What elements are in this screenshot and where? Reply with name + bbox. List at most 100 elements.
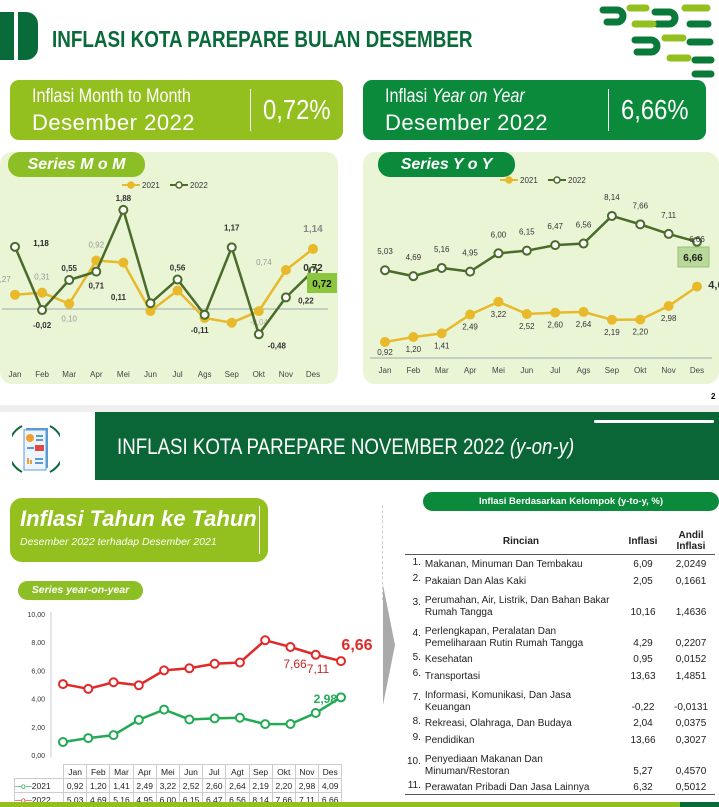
data-label: 0,31 <box>34 273 50 282</box>
group-andil: 1,4851 <box>675 670 707 682</box>
legend-label: 2021 <box>520 176 538 185</box>
callout-des-2022: 6,66 <box>341 637 372 654</box>
data-point-2022 <box>550 240 561 251</box>
data-point-2021 <box>436 328 447 339</box>
data-point-2022 <box>606 210 617 221</box>
group-name: Perlengkapan, Peralatan Dan Pemeliharaan… <box>424 625 584 649</box>
data-point-2021 <box>226 317 237 328</box>
data-label: 6,47 <box>547 222 563 231</box>
page-title: INFLASI KOTA PAREPARE BULAN DESEMBER <box>52 26 473 52</box>
group-name: Penyediaan Makanan Dan Minuman/Restoran <box>424 753 543 777</box>
legend-label: 2021 <box>142 181 160 190</box>
page-number: 2 <box>711 392 716 401</box>
group-name: Informasi, Komunikasi, Dan Jasa Keuangan <box>424 689 572 713</box>
table-row: 6. Transportasi 13,63 1,4851 <box>405 666 715 683</box>
group-inflasi: 2,05 <box>633 575 653 587</box>
data-point-2022 <box>521 245 532 256</box>
group-andil: 0,0152 <box>675 654 707 665</box>
group-inflasi: 5,27 <box>633 765 653 777</box>
data-point-2022 <box>578 238 589 249</box>
group-name: Perumahan, Air, Listrik, Dan Bahan Bakar… <box>424 594 610 618</box>
data-point-2021 <box>118 257 129 268</box>
group-name: Perawatan Pribadi Dan Jasa Lainnya <box>422 777 619 795</box>
group-andil: 0,3027 <box>675 734 707 746</box>
y-tick-label: 2,00 <box>31 725 45 732</box>
data-label: 1,20 <box>406 345 422 354</box>
x-tick-label: Apr <box>90 370 103 379</box>
data-point-2022 <box>83 683 94 694</box>
y-tick-label: 6,00 <box>31 668 45 675</box>
data-point-2021 <box>145 306 156 317</box>
data-label: 1,17 <box>224 223 240 232</box>
data-point-2022 <box>133 680 144 691</box>
data-point-2022 <box>280 292 291 303</box>
data-label: 1,18 <box>33 239 49 248</box>
data-label: 0,55 <box>61 264 77 273</box>
data-point-2021 <box>83 733 94 744</box>
data-point-2022 <box>336 656 346 667</box>
data-label: 4,09 <box>708 280 719 292</box>
group-inflasi: 10,16 <box>630 606 656 618</box>
x-tick-label: Nov <box>662 366 676 375</box>
highlight-value-mom: 0,72 <box>312 279 332 290</box>
data-label: -0,48 <box>268 341 287 350</box>
data-label: 0,11 <box>111 293 127 302</box>
x-tick-label: Okt <box>634 366 647 375</box>
data-label: 0,56 <box>170 263 186 272</box>
data-point-2022 <box>380 265 390 276</box>
data-label: 1,14 <box>303 224 323 235</box>
section-header: INFLASI KOTA PAREPARE NOVEMBER 2022 (y-o… <box>95 412 719 480</box>
mom-chart-title: Series M o M <box>8 152 145 177</box>
data-label: 1,88 <box>116 194 132 203</box>
data-point-2021 <box>64 298 75 309</box>
yoy-value: 6,66% <box>621 94 689 125</box>
data-label: 6,15 <box>519 228 535 237</box>
x-tick-label: Okt <box>253 370 266 379</box>
data-label: 2,60 <box>547 321 563 330</box>
x-tick-label: Sep <box>225 370 240 379</box>
group-name: Pendidikan <box>424 734 475 746</box>
data-label: -0,02 <box>33 321 52 330</box>
data-label: 2,52 <box>519 322 535 331</box>
annual-title: Inflasi Tahun ke Tahun <box>20 506 257 531</box>
mtm-label: Inflasi Month to Month <box>32 86 191 107</box>
x-tick-label: Mei <box>492 366 505 375</box>
legend-marker <box>553 176 561 184</box>
data-point-2021 <box>578 306 589 317</box>
data-point-2021 <box>606 314 617 325</box>
data-point-2021 <box>635 314 646 325</box>
data-point-2022 <box>108 677 119 688</box>
group-andil: -0,0131 <box>674 701 708 713</box>
x-tick-label: Mei <box>117 370 130 379</box>
arrow-right-icon <box>383 585 395 705</box>
data-label: 7,11 <box>661 211 677 220</box>
group-name: Pakaian Dan Alas Kaki <box>424 575 527 587</box>
data-label: 0,92 <box>88 241 104 250</box>
yoy-series-title: Series year-on-year <box>18 581 143 600</box>
group-andil: 0,4570 <box>675 765 707 777</box>
group-inflasi: 13,63 <box>630 670 656 682</box>
data-point-2022 <box>310 649 321 660</box>
data-point-2021 <box>380 336 390 347</box>
data-label: 2,19 <box>604 328 620 337</box>
group-inflasi: 2,04 <box>633 718 653 729</box>
data-point-2021 <box>58 737 68 748</box>
group-name: Rekreasi, Olahraga, Dan Budaya <box>424 718 572 729</box>
yoy-chart-title: Series Y o Y <box>378 152 515 177</box>
data-label: 7,66 <box>632 201 648 210</box>
data-point-2022 <box>91 266 102 277</box>
data-point-2022 <box>465 266 476 277</box>
group-andil: 1,4636 <box>675 606 707 618</box>
data-point-2022 <box>64 275 75 286</box>
data-point-2021 <box>336 692 346 703</box>
group-inflasi: 6,09 <box>633 559 653 570</box>
x-tick-label: Jun <box>520 366 533 375</box>
data-label: -0,11 <box>191 326 209 335</box>
data-point-2021 <box>692 281 702 292</box>
data-label: 0,10 <box>61 315 77 324</box>
table-row: 5. Kesehatan 0,95 0,0152 <box>405 650 715 667</box>
data-label: 6,56 <box>576 221 592 230</box>
x-tick-label: Nov <box>279 370 293 379</box>
data-point-2022 <box>172 274 183 285</box>
data-point-2022 <box>226 242 237 253</box>
